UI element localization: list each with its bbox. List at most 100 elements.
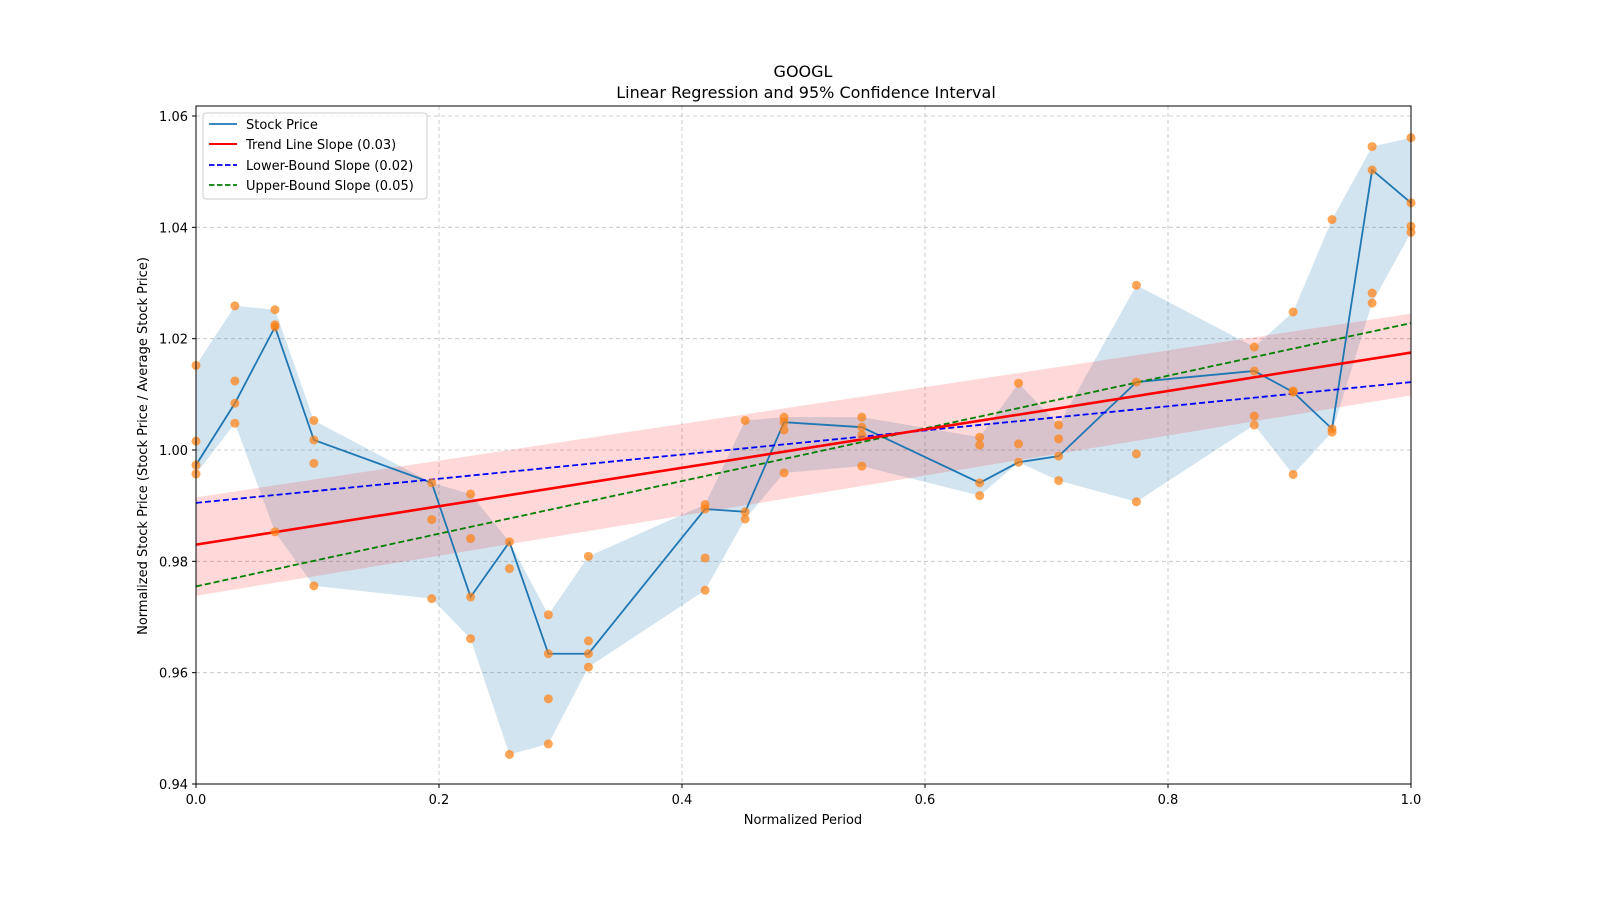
scatter-point <box>1288 469 1298 479</box>
scatter-point <box>427 478 437 488</box>
scatter-point <box>1014 439 1024 449</box>
x-tick-label: 0.8 <box>1158 793 1179 808</box>
scatter-point <box>1367 298 1377 308</box>
x-axis-label: Normalized Period <box>744 813 862 828</box>
scatter-point <box>1131 377 1141 387</box>
lines <box>195 168 1412 655</box>
scatter-point <box>1327 427 1337 437</box>
legend-label-upper-bound: Upper-Bound Slope (0.05) <box>246 179 414 194</box>
axes: 0.0 0.2 0.4 0.6 0.8 1.0 0.94 0.96 0.98 1.00 1.02 1.… <box>159 105 1422 808</box>
scatter-point <box>427 515 437 525</box>
scatter-point <box>700 553 710 563</box>
scatter-point <box>230 398 240 408</box>
scatter-point <box>1131 449 1141 459</box>
scatter-point <box>1288 307 1298 317</box>
scatter-point <box>1367 165 1377 175</box>
scatter-point <box>466 489 476 499</box>
legend-label-lower-bound: Lower-Bound Slope (0.02) <box>246 159 413 174</box>
scatter-point <box>309 435 319 445</box>
scatter-point <box>857 430 867 440</box>
scatter-point <box>779 425 789 435</box>
x-tick-label: 0.6 <box>915 793 936 808</box>
scatter-point <box>857 422 867 432</box>
scatter-point <box>1367 288 1377 298</box>
scatter-point <box>230 418 240 428</box>
scatter-point <box>1014 378 1024 388</box>
y-tick-label: 1.06 <box>159 110 188 125</box>
scatter-point <box>230 376 240 386</box>
scatter-point <box>466 592 476 602</box>
scatter-point <box>1054 476 1064 486</box>
scatter-point <box>740 514 750 524</box>
scatter-point <box>1249 411 1259 421</box>
y-tick-label: 1.00 <box>159 444 188 459</box>
scatter-point <box>309 458 319 468</box>
scatter-point <box>975 478 985 488</box>
y-tick-label: 1.02 <box>159 333 188 348</box>
scatter-point <box>740 415 750 425</box>
scatter-point <box>700 504 710 514</box>
legend: Stock Price Trend Line Slope (0.03) Lowe… <box>202 112 428 200</box>
scatter-point <box>583 636 593 646</box>
y-tick-label: 0.96 <box>159 667 188 682</box>
x-tick-label: 0.4 <box>672 793 693 808</box>
plot-frame <box>195 105 1412 785</box>
scatter-point <box>779 468 789 478</box>
y-tick-label: 0.94 <box>159 778 188 793</box>
bands <box>196 137 1411 755</box>
scatter-point <box>1327 215 1337 225</box>
legend-label-stock-price: Stock Price <box>246 118 318 133</box>
stock-price-line <box>195 168 1412 655</box>
scatter-point <box>583 551 593 561</box>
scatter-point <box>543 610 553 620</box>
scatter-point <box>309 581 319 591</box>
chart-title: GOOGL <box>774 62 833 81</box>
y-axis-label: Normalized Stock Price (Stock Price / Av… <box>136 257 151 635</box>
scatter-point <box>975 491 985 501</box>
scatter-point <box>975 432 985 442</box>
scatter-point <box>270 305 280 315</box>
scatter-point <box>270 527 280 537</box>
scatter-point <box>1249 342 1259 352</box>
x-tick-label: 1.0 <box>1401 793 1422 808</box>
scatter-point <box>1367 142 1377 152</box>
lower-bound-line <box>195 381 1412 504</box>
scatter-point <box>1131 280 1141 290</box>
scatter-point <box>270 322 280 332</box>
scatter-point <box>543 694 553 704</box>
scatter-point <box>1054 434 1064 444</box>
scatter-point <box>466 634 476 644</box>
x-tick-label: 0.2 <box>429 793 450 808</box>
scatter-point <box>504 749 514 759</box>
scatter-point <box>466 534 476 544</box>
scatter-points <box>191 133 1416 759</box>
scatter-point <box>779 417 789 427</box>
scatter-point <box>1131 497 1141 507</box>
scatter-point <box>583 649 593 659</box>
trend-line <box>195 351 1412 546</box>
scatter-point <box>504 537 514 547</box>
x-tick-label: 0.0 <box>186 793 207 808</box>
price-range-band <box>196 137 1411 755</box>
scatter-point <box>543 649 553 659</box>
chart-subtitle: Linear Regression and 95% Confidence Int… <box>616 83 996 102</box>
scatter-point <box>309 415 319 425</box>
upper-bound-line <box>195 322 1412 588</box>
scatter-point <box>230 301 240 311</box>
y-tick-label: 0.98 <box>159 555 188 570</box>
scatter-point <box>1249 420 1259 430</box>
scatter-point <box>543 739 553 749</box>
scatter-point <box>1014 457 1024 467</box>
legend-label-trend-line: Trend Line Slope (0.03) <box>245 138 396 153</box>
scatter-point <box>427 594 437 604</box>
scatter-point <box>1054 420 1064 430</box>
scatter-point <box>1054 451 1064 461</box>
legend-box <box>202 112 428 200</box>
scatter-point <box>504 564 514 574</box>
scatter-point <box>1249 366 1259 376</box>
scatter-point <box>975 440 985 450</box>
y-tick-label: 1.04 <box>159 221 188 236</box>
scatter-point <box>583 662 593 672</box>
scatter-point <box>857 461 867 471</box>
